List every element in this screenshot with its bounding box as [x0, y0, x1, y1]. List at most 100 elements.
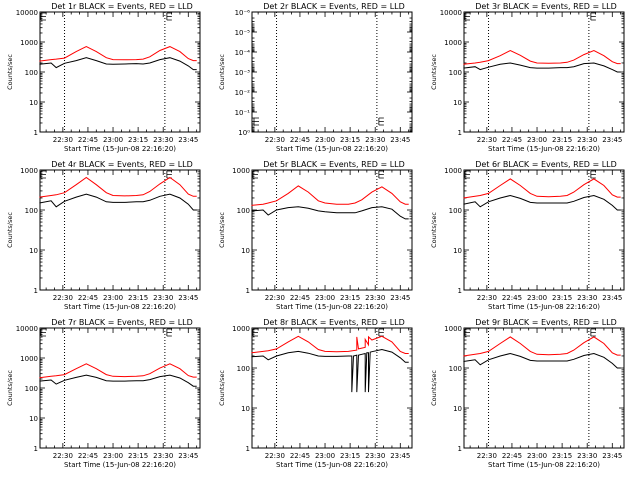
y-tick-label: 10⁻⁵	[235, 29, 251, 37]
x-tick-label: 22:30	[265, 452, 285, 460]
y-tick-label: 100	[449, 207, 462, 215]
x-tick-label: 23:45	[178, 294, 198, 302]
y-tick-label: 10⁻¹	[235, 109, 251, 117]
x-tick-label: 23:15	[128, 294, 148, 302]
y-tick-label: 1	[34, 129, 38, 137]
series-lld-line	[39, 363, 197, 379]
y-tick-label: 1000	[232, 325, 250, 333]
x-tick-label: 22:45	[502, 136, 522, 144]
x-tick-label: 23:15	[552, 294, 572, 302]
y-tick-label: 1	[458, 129, 462, 137]
plot-frame	[39, 11, 201, 133]
x-tick-label: 22:30	[53, 452, 73, 460]
x-tick-label: 23:30	[365, 294, 385, 302]
y-tick-label: 100	[449, 69, 462, 77]
x-tick-label: 23:45	[602, 452, 622, 460]
x-tick-label: 23:30	[153, 294, 173, 302]
flag-marker	[166, 12, 172, 21]
x-tick-label: 23:45	[390, 294, 410, 302]
x-tick-label: 22:30	[477, 136, 497, 144]
plot-frame	[463, 327, 625, 449]
x-tick-label: 23:00	[527, 136, 547, 144]
panel-det-5r: Det 5r BLACK = Events, RED = LLD 1 10 100 10…	[218, 160, 413, 311]
y-tick-label: 1000	[20, 167, 38, 175]
y-axis-label: Counts/sec	[218, 370, 226, 406]
y-tick-label: 1	[458, 287, 462, 295]
panel-title: Det 3r BLACK = Events, RED = LLD	[475, 2, 617, 11]
flag-marker	[378, 117, 384, 126]
series-events-line	[463, 352, 621, 369]
series-lld-line	[251, 185, 409, 206]
panel-det-1r: Det 1r BLACK = Events, RED = LLD 1 10 100 10…	[6, 2, 201, 153]
x-tick-label: 23:30	[365, 136, 385, 144]
panel-det-8r: Det 8r BLACK = Events, RED = LLD 1 10 100 10…	[218, 318, 413, 469]
y-axis-label: Counts/sec	[430, 370, 438, 406]
x-tick-label: 22:45	[78, 452, 98, 460]
x-axis-label: Start Time (15-Jun-08 22:16:20)	[64, 145, 176, 153]
x-tick-label: 22:45	[290, 136, 310, 144]
x-tick-label: 22:45	[290, 452, 310, 460]
x-tick-label: 23:45	[602, 136, 622, 144]
y-tick-label: 1	[246, 287, 250, 295]
y-tick-label: 1000	[444, 39, 462, 47]
y-tick-label: 1000	[232, 167, 250, 175]
x-tick-label: 22:30	[477, 294, 497, 302]
y-tick-label: 100	[25, 207, 38, 215]
x-axis-label: Start Time (15-Jun-08 22:16:20)	[64, 303, 176, 311]
x-tick-label: 23:00	[527, 452, 547, 460]
plot-frame	[463, 169, 625, 291]
x-tick-label: 23:45	[390, 136, 410, 144]
y-tick-label: 1	[246, 445, 250, 453]
y-axis-label: Counts/sec	[6, 370, 14, 406]
y-axis-label: Counts/sec	[430, 54, 438, 90]
x-tick-label: 22:30	[265, 294, 285, 302]
x-tick-label: 23:45	[178, 452, 198, 460]
panel-det-3r: Det 3r BLACK = Events, RED = LLD 1 10 100 10…	[430, 2, 625, 153]
flag-marker	[378, 328, 384, 337]
flag-marker	[590, 328, 596, 337]
y-tick-label: 10	[241, 247, 250, 255]
flag-marker	[40, 328, 46, 337]
y-axis-label: Counts/sec	[6, 54, 14, 90]
x-tick-label: 23:00	[103, 452, 123, 460]
y-tick-label: 1000	[20, 39, 38, 47]
y-tick-label: 10⁻²	[235, 89, 251, 97]
plot-frame	[463, 11, 625, 133]
plot-frame	[39, 169, 201, 291]
x-tick-label: 23:15	[552, 136, 572, 144]
x-axis-label: Start Time (15-Jun-08 22:16:20)	[276, 145, 388, 153]
x-tick-label: 23:15	[128, 136, 148, 144]
x-tick-label: 23:15	[340, 294, 360, 302]
flag-marker	[464, 12, 470, 21]
x-tick-label: 22:45	[78, 294, 98, 302]
y-tick-label: 10	[453, 247, 462, 255]
y-tick-label: 10⁰	[238, 129, 250, 137]
x-tick-label: 23:00	[315, 452, 335, 460]
series-events-line	[463, 62, 621, 73]
y-tick-label: 10000	[16, 325, 38, 333]
panel-det-4r: Det 4r BLACK = Events, RED = LLD 1 10 100 10…	[6, 160, 201, 311]
panel-title: Det 8r BLACK = Events, RED = LLD	[263, 318, 405, 327]
x-tick-label: 23:00	[315, 294, 335, 302]
x-tick-label: 23:30	[577, 136, 597, 144]
y-tick-label: 10	[29, 99, 38, 107]
y-tick-label: 100	[237, 207, 250, 215]
x-tick-label: 23:45	[602, 294, 622, 302]
series-lld-line	[463, 178, 621, 199]
y-axis-label: Counts/sec	[6, 212, 14, 248]
y-tick-label: 1000	[20, 355, 38, 363]
y-tick-label: 1	[34, 445, 38, 453]
y-tick-label: 10	[29, 247, 38, 255]
x-tick-label: 23:30	[577, 452, 597, 460]
series-lld-line	[39, 176, 197, 198]
series-lld-line	[39, 46, 197, 62]
x-tick-label: 22:30	[265, 136, 285, 144]
flag-marker	[253, 117, 259, 126]
x-tick-label: 22:45	[290, 294, 310, 302]
y-tick-label: 1000	[444, 325, 462, 333]
flag-marker	[590, 12, 596, 21]
flag-marker	[40, 170, 46, 179]
y-tick-label: 10	[453, 99, 462, 107]
flag-marker	[40, 12, 46, 21]
x-axis-label: Start Time (15-Jun-08 22:16:20)	[488, 145, 600, 153]
